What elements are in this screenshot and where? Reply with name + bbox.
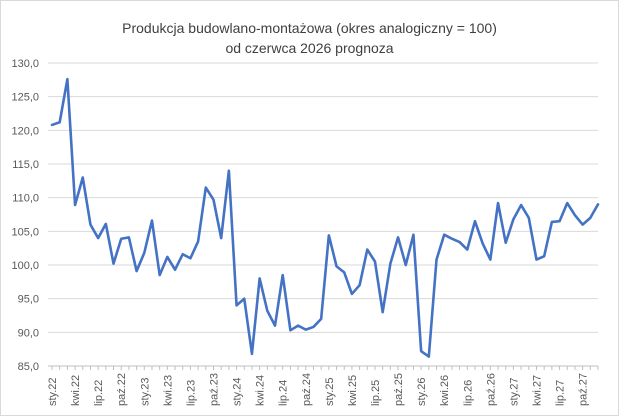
x-tick-label: sty.27 <box>508 377 520 406</box>
x-tick-label: paź.26 <box>485 373 497 406</box>
y-tick-label: 90,0 <box>18 327 39 339</box>
y-tick-label: 130,0 <box>11 58 39 70</box>
x-tick-label: lip.23 <box>185 380 197 406</box>
y-tick-label: 120,0 <box>11 125 39 137</box>
x-tick-label: lip.26 <box>462 380 474 406</box>
x-tick-label: lip.24 <box>278 380 290 406</box>
x-axis: sty.22 kwi.22 lip.22 paź.22 sty.23 kwi.23 lip.… <box>47 365 599 406</box>
y-tick-label: 115,0 <box>12 159 39 171</box>
x-tick-label: sty.25 <box>324 377 336 406</box>
x-tick-label: lip.22 <box>93 380 105 406</box>
x-tick-label: paź.22 <box>116 373 128 406</box>
x-tick-label: kwi.23 <box>162 375 174 406</box>
x-tick-label: kwi.27 <box>531 375 543 406</box>
x-tick-label: paź.25 <box>393 373 405 406</box>
x-tick-label: lip.27 <box>555 380 567 406</box>
x-tick-label: sty.22 <box>47 377 59 406</box>
y-tick-label: 110,0 <box>12 193 39 205</box>
y-tick-label: 85,0 <box>18 361 39 373</box>
y-axis: 85,0 90,0 95,0 100,0 105,0 110,0 115,0 120,0 125… <box>11 58 39 373</box>
x-tick-label: kwi.26 <box>439 375 451 406</box>
x-tick-label: sty.24 <box>232 377 244 406</box>
y-tick-label: 125,0 <box>11 92 39 104</box>
chart-subtitle: od czerwca 2026 prognoza <box>225 40 394 56</box>
x-tick-label: paź.27 <box>578 373 590 406</box>
x-tick-label: kwi.25 <box>347 375 359 406</box>
x-tick-label: kwi.22 <box>70 375 82 406</box>
y-tick-label: 95,0 <box>18 294 39 306</box>
chart-title: Produkcja budowlano-montażowa (okres ana… <box>122 20 497 36</box>
x-tick-label: kwi.24 <box>255 375 267 406</box>
x-tick-label: sty.26 <box>416 377 428 406</box>
x-tick-label: paź.23 <box>208 373 220 406</box>
y-tick-label: 105,0 <box>11 226 39 238</box>
y-tick-label: 100,0 <box>11 260 39 272</box>
series-layer <box>50 77 600 358</box>
x-tick-label: sty.23 <box>139 377 151 406</box>
x-tick-label: paź.24 <box>301 373 313 406</box>
series-line <box>50 77 600 358</box>
x-tick-label: lip.25 <box>370 380 382 406</box>
